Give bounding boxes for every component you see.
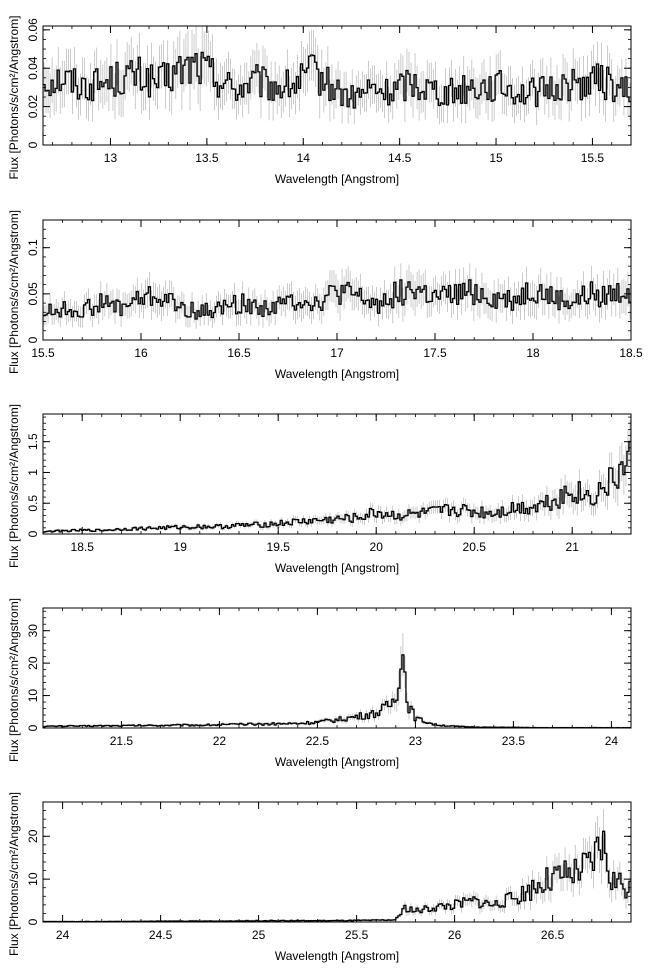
ticks bbox=[42, 414, 632, 535]
y-tick-label: 0.02 bbox=[26, 95, 40, 119]
y-tick-label: 1.5 bbox=[26, 433, 40, 450]
error-bars-1 bbox=[43, 26, 631, 126]
y-tick-label: 0.04 bbox=[26, 56, 40, 80]
y-tick-label: 0.1 bbox=[26, 239, 40, 256]
error-bars-4 bbox=[43, 633, 631, 728]
y-tick-label: 10 bbox=[26, 872, 40, 886]
x-tick-label: 19 bbox=[174, 540, 188, 554]
flux-histogram-3 bbox=[43, 440, 631, 533]
panel-1: 13 13.5 14 14.5 15 15.5 0 0.02 0.04 0.06 Wavelengt… bbox=[7, 15, 632, 186]
y-tick-label: 0.5 bbox=[26, 495, 40, 512]
x-axis-label: Wavelength [Angstrom] bbox=[275, 367, 399, 381]
ticks bbox=[42, 608, 632, 729]
ticks bbox=[42, 219, 632, 341]
x-tick-label: 20.5 bbox=[463, 540, 487, 554]
flux-histogram-2 bbox=[43, 279, 631, 320]
flux-histogram-5 bbox=[43, 830, 631, 923]
x-tick-label: 15.5 bbox=[581, 151, 605, 165]
x-tick-label: 22.5 bbox=[306, 734, 330, 748]
y-axis-label: Flux [Photons/s/cm²/Angstrom] bbox=[7, 404, 21, 568]
ticks bbox=[42, 801, 632, 923]
x-tick-label: 18.5 bbox=[619, 346, 643, 360]
x-tick-label: 23.5 bbox=[502, 734, 526, 748]
x-axis-label: Wavelength [Angstrom] bbox=[275, 561, 399, 575]
x-tick-label: 13 bbox=[104, 151, 118, 165]
x-tick-label: 16.5 bbox=[227, 346, 251, 360]
x-tick-label: 14.5 bbox=[388, 151, 412, 165]
y-axis-label: Flux [Photons/s/cm²/Angstrom] bbox=[7, 598, 21, 762]
x-tick-label: 14 bbox=[297, 151, 311, 165]
y-tick-label: 30 bbox=[26, 624, 40, 638]
panel-5: 24 24.5 25 25.5 26 26.5 0 10 20 Wavelength [Angst… bbox=[7, 792, 632, 963]
x-tick-label: 16 bbox=[134, 346, 148, 360]
y-tick-label: 0 bbox=[26, 724, 40, 731]
x-tick-label: 25 bbox=[252, 928, 266, 942]
x-tick-label: 21.5 bbox=[110, 734, 134, 748]
x-tick-label: 22 bbox=[213, 734, 227, 748]
x-axis-label: Wavelength [Angstrom] bbox=[275, 949, 399, 963]
plot-frame bbox=[42, 219, 632, 341]
x-tick-label: 21 bbox=[566, 540, 580, 554]
x-tick-label: 24 bbox=[605, 734, 619, 748]
x-tick-label: 25.5 bbox=[345, 928, 369, 942]
plot-frame bbox=[42, 607, 632, 729]
y-tick-label: 0 bbox=[26, 336, 40, 343]
x-tick-label: 24 bbox=[56, 928, 70, 942]
x-tick-label: 18.5 bbox=[71, 540, 95, 554]
x-tick-label: 19.5 bbox=[267, 540, 291, 554]
y-axis-label: Flux [Photons/s/cm²/Angstrom] bbox=[7, 15, 21, 179]
x-tick-label: 20 bbox=[370, 540, 384, 554]
y-tick-label: 20 bbox=[26, 829, 40, 843]
x-tick-label: 23 bbox=[409, 734, 423, 748]
y-tick-label: 0 bbox=[26, 141, 40, 148]
y-tick-label: 20 bbox=[26, 656, 40, 670]
y-tick-label: 10 bbox=[26, 689, 40, 703]
x-tick-label: 15.5 bbox=[31, 346, 55, 360]
y-tick-label: 0 bbox=[26, 530, 40, 537]
panel-4: 21.5 22 22.5 23 23.5 24 0 10 20 30 Wavelength [Ang… bbox=[7, 598, 632, 769]
x-tick-label: 17 bbox=[330, 346, 344, 360]
x-tick-label: 26 bbox=[448, 928, 462, 942]
flux-histogram-1 bbox=[43, 51, 631, 109]
error-bars-5 bbox=[43, 809, 631, 922]
x-tick-label: 15 bbox=[489, 151, 503, 165]
x-axis-label: Wavelength [Angstrom] bbox=[275, 172, 399, 186]
x-tick-label: 26.5 bbox=[541, 928, 565, 942]
y-tick-label: 1 bbox=[26, 469, 40, 476]
y-axis-label: Flux [Photons/s/cm²/Angstrom] bbox=[7, 210, 21, 374]
flux-histogram-4 bbox=[43, 654, 631, 729]
y-tick-label: 0 bbox=[26, 918, 40, 925]
x-tick-label: 13.5 bbox=[195, 151, 219, 165]
panel-2: 15.5 16 16.5 17 17.5 18 18.5 0 0.05 0.1 Wavelength… bbox=[7, 210, 643, 381]
ticks bbox=[43, 26, 632, 146]
plot-frame bbox=[42, 25, 632, 146]
y-tick-label: 0.06 bbox=[26, 18, 40, 42]
panel-3: 18.5 19 19.5 20 20.5 21 0 0.5 1 1.5 Wavelength [An… bbox=[7, 404, 632, 575]
plot-frame bbox=[42, 801, 632, 923]
x-axis-label: Wavelength [Angstrom] bbox=[275, 755, 399, 769]
x-tick-label: 18 bbox=[526, 346, 540, 360]
x-tick-label: 17.5 bbox=[423, 346, 447, 360]
y-tick-label: 0.05 bbox=[26, 282, 40, 306]
y-axis-label: Flux [Photons/s/cm²/Angstrom] bbox=[7, 792, 21, 956]
x-tick-label: 24.5 bbox=[149, 928, 173, 942]
